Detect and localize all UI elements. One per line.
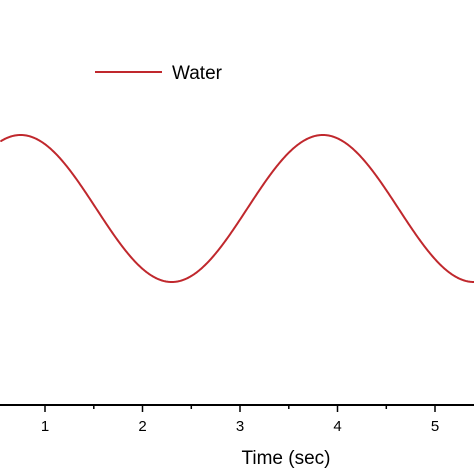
x-tick-labels: 1 2 3 4 5 — [41, 418, 439, 435]
series-line-water — [0, 134, 474, 283]
x-tick-label: 3 — [236, 418, 244, 435]
x-tick-label: 4 — [333, 418, 341, 435]
legend: Water — [95, 63, 223, 84]
x-tick-label: 1 — [41, 418, 49, 435]
x-axis-title: Time (sec) — [241, 448, 330, 469]
x-tick-label: 5 — [431, 418, 439, 435]
x-tick-label: 2 — [138, 418, 146, 435]
x-ticks — [44, 405, 436, 412]
legend-label-water: Water — [172, 63, 223, 84]
